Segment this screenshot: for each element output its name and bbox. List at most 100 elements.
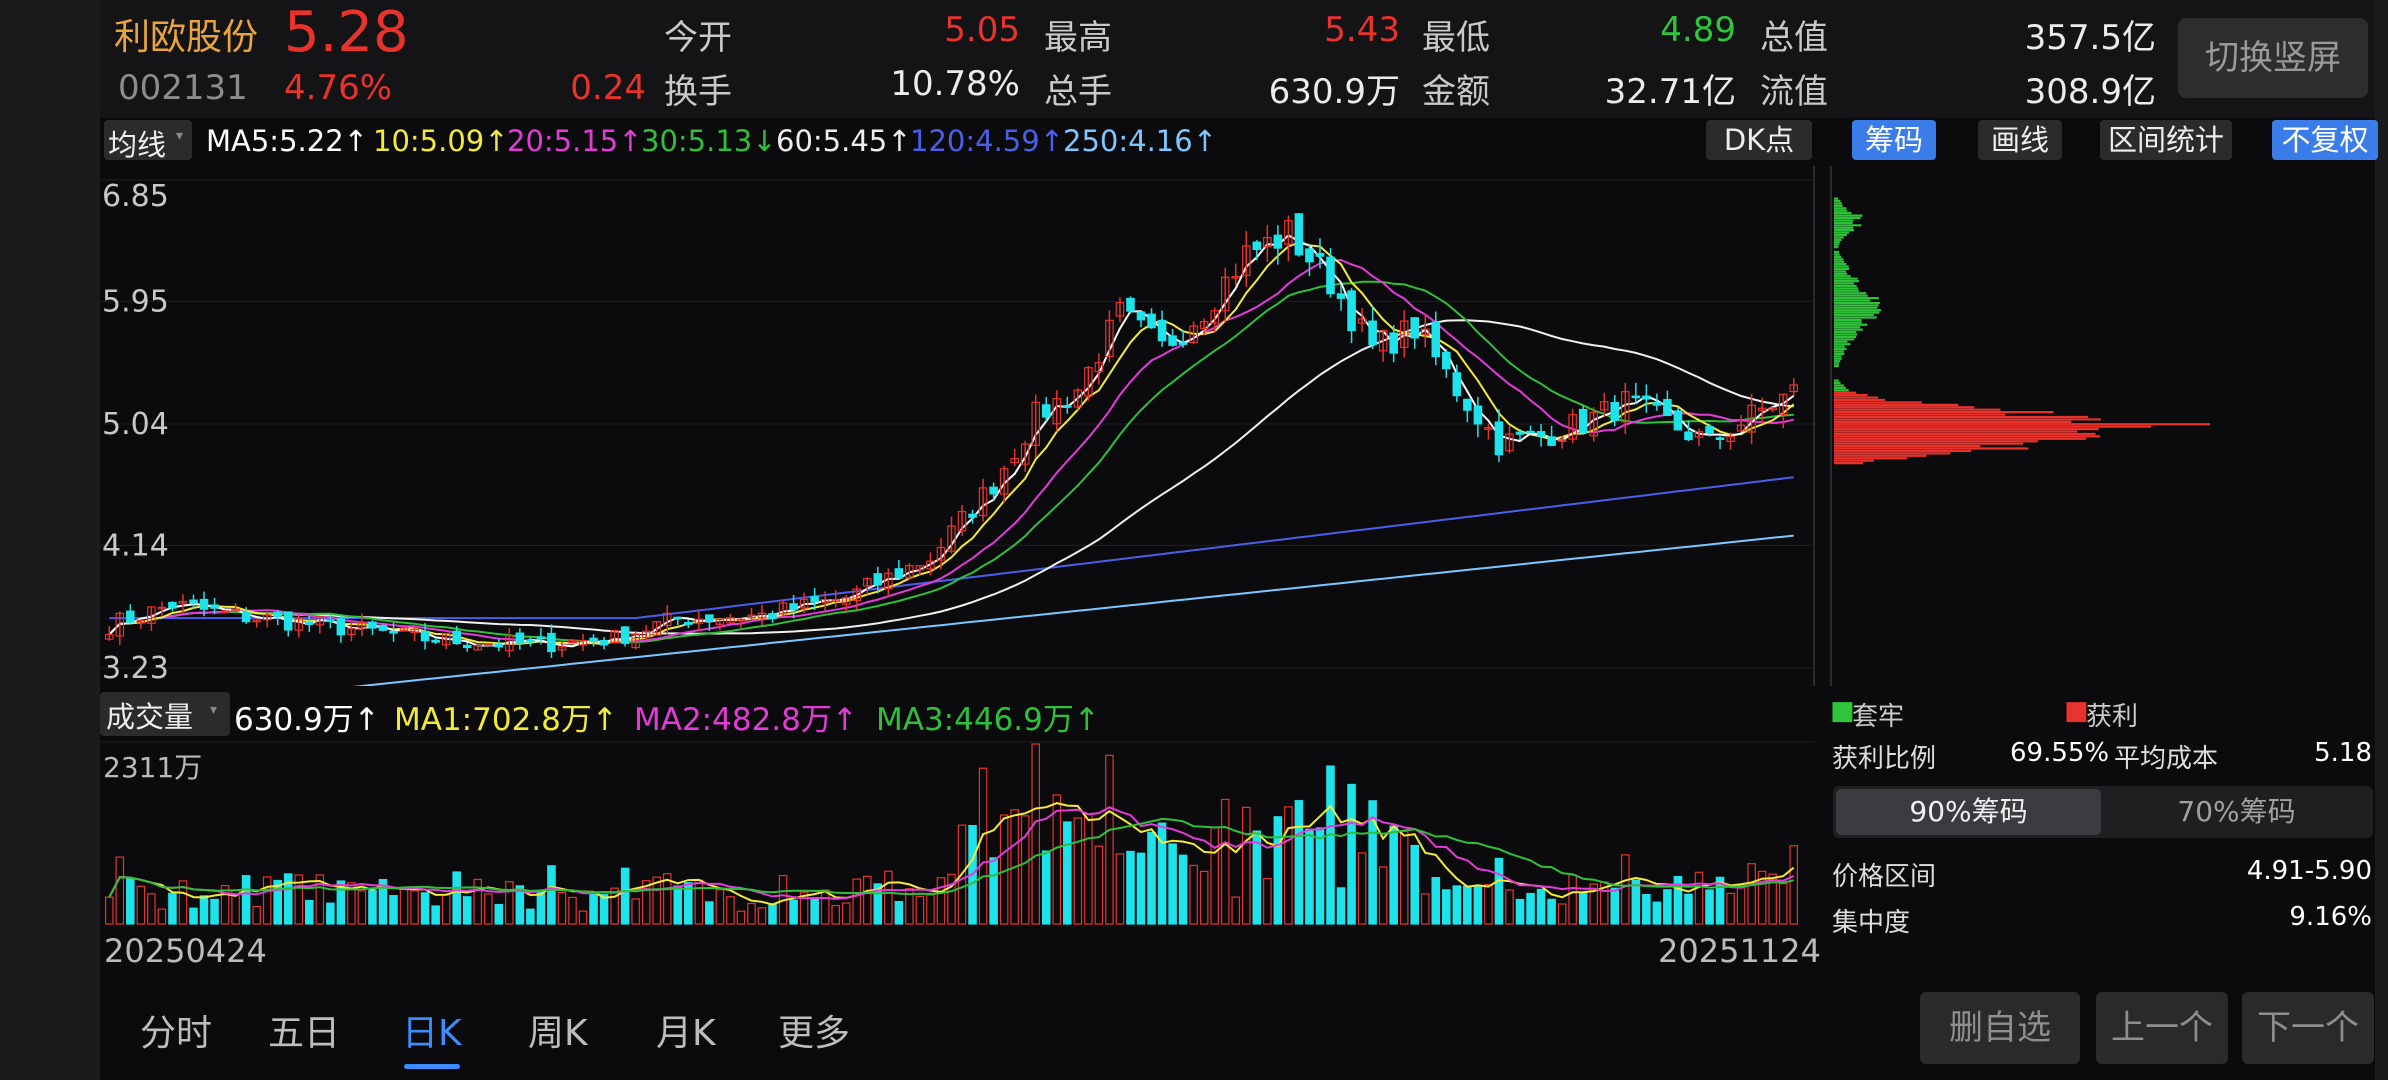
volume-bar xyxy=(1420,893,1430,925)
volume-bar xyxy=(1515,898,1525,925)
candle-body xyxy=(1094,362,1104,373)
volume-bar xyxy=(1673,875,1683,925)
candle-body xyxy=(757,612,767,619)
volume-bar xyxy=(431,905,440,925)
volume-bar xyxy=(1094,845,1104,925)
no-adjust-button[interactable]: 不复权 xyxy=(2272,120,2378,160)
candle-body xyxy=(1273,234,1283,249)
candle-body xyxy=(262,614,272,621)
candle-body xyxy=(884,572,893,590)
candle-body xyxy=(1063,405,1072,408)
candle-body xyxy=(536,636,546,640)
tab-daily-k[interactable]: 日K xyxy=(402,1013,462,1054)
volume-bar xyxy=(799,891,809,925)
price-axis-label: 3.23 xyxy=(102,651,169,686)
candle-body xyxy=(1399,320,1409,348)
candle-body xyxy=(631,633,640,649)
candle-body xyxy=(126,610,135,623)
volume-background xyxy=(100,740,1815,930)
ma-selector-label: 均线 xyxy=(108,128,167,162)
volume-bar xyxy=(326,902,335,925)
change-amount: 0.24 xyxy=(570,68,646,108)
candle-body xyxy=(441,632,451,646)
volume-bar xyxy=(1273,816,1283,925)
candle-body xyxy=(157,606,167,610)
candle-body xyxy=(841,597,851,605)
volume-bar xyxy=(757,907,767,925)
candle-body xyxy=(715,618,725,625)
volume-bar xyxy=(641,880,651,925)
candle-body xyxy=(1410,317,1420,339)
candle-body xyxy=(926,560,935,570)
tab-90-chips[interactable]: 90%筹码 xyxy=(1836,789,2101,835)
left-edge xyxy=(0,0,100,1080)
candle-body xyxy=(1778,393,1788,416)
volume-bar xyxy=(1220,798,1230,925)
candle-body xyxy=(652,621,662,636)
volume-bar xyxy=(1768,873,1777,925)
candle-body xyxy=(736,618,746,622)
indicator-selector[interactable]: 成交量 ▾ xyxy=(100,692,230,736)
volume-bar xyxy=(483,893,493,925)
candle-body xyxy=(231,608,240,612)
candle-body xyxy=(1052,398,1062,425)
volume-bar xyxy=(262,876,272,925)
tab-more[interactable]: 更多 xyxy=(778,1013,851,1054)
volume-max-label: 2311万 xyxy=(103,751,203,784)
ma-selector[interactable]: 均线 ▾ xyxy=(104,120,192,162)
volume-chart[interactable] xyxy=(100,740,1815,930)
profit-ratio-label: 获利比例 xyxy=(1832,744,1937,774)
draw-line-button[interactable]: 画线 xyxy=(1978,120,2062,160)
tab-intraday[interactable]: 分时 xyxy=(140,1013,213,1054)
candle-body xyxy=(1484,427,1493,430)
candle-body xyxy=(1073,389,1083,408)
candle-body xyxy=(1494,421,1504,456)
candle-body xyxy=(241,612,251,623)
volume-bar xyxy=(1368,800,1377,925)
volume-bar xyxy=(1684,893,1693,925)
next-button[interactable]: 下一个 xyxy=(2242,992,2374,1064)
switch-portrait-button[interactable]: 切换竖屏 xyxy=(2178,18,2368,98)
volume-bar xyxy=(368,889,377,925)
chips-tab[interactable]: 筹码 xyxy=(1852,120,1936,160)
volume-bar xyxy=(168,892,177,925)
volume-bar xyxy=(315,874,325,925)
volume-bar xyxy=(1136,852,1146,925)
chevron-down-icon: ▾ xyxy=(210,702,218,718)
range-stats-button[interactable]: 区间统计 xyxy=(2100,120,2232,160)
candle-body xyxy=(1126,297,1135,312)
price-axis-label: 4.14 xyxy=(102,528,169,563)
candle-body xyxy=(1736,424,1746,432)
candle-body xyxy=(1284,220,1293,245)
candle-body xyxy=(999,468,1009,495)
quote-header xyxy=(100,0,2375,118)
tab-weekly-k[interactable]: 周K xyxy=(528,1013,588,1054)
candle-body xyxy=(1231,276,1241,279)
profit-square-icon: ■ xyxy=(2064,696,2089,726)
trapped-square-icon: ■ xyxy=(1830,696,1855,726)
candle-body xyxy=(1442,351,1451,370)
tab-monthly-k[interactable]: 月K xyxy=(656,1013,716,1054)
volume-bar xyxy=(1557,903,1567,925)
volume-bar xyxy=(915,895,925,925)
dk-point-button[interactable]: DK点 xyxy=(1706,120,1812,160)
candle-body xyxy=(1315,252,1325,257)
candlestick-chart[interactable]: 6.85 5.95 5.04 4.14 3.23 xyxy=(100,166,1815,686)
remove-watchlist-button[interactable]: 删自选 xyxy=(1920,992,2080,1064)
volume-bar xyxy=(473,878,483,925)
candle-body xyxy=(1210,310,1219,324)
volume-bar xyxy=(210,898,219,925)
volume-bar xyxy=(157,908,167,925)
tab-five-day[interactable]: 五日 xyxy=(268,1013,341,1054)
candle-body xyxy=(315,616,325,626)
volume-bar xyxy=(1041,850,1051,925)
candle-body xyxy=(210,604,219,609)
previous-button[interactable]: 上一个 xyxy=(2096,992,2228,1064)
tab-70-chips[interactable]: 70%筹码 xyxy=(2177,795,2296,828)
candle-body xyxy=(978,487,988,517)
indicator-label: 成交量 xyxy=(106,700,194,734)
candle-body xyxy=(1136,311,1146,321)
candle-body xyxy=(1347,290,1356,332)
ma120-value: 120:4.59↑ xyxy=(910,124,1064,158)
candle-body xyxy=(1673,410,1683,431)
